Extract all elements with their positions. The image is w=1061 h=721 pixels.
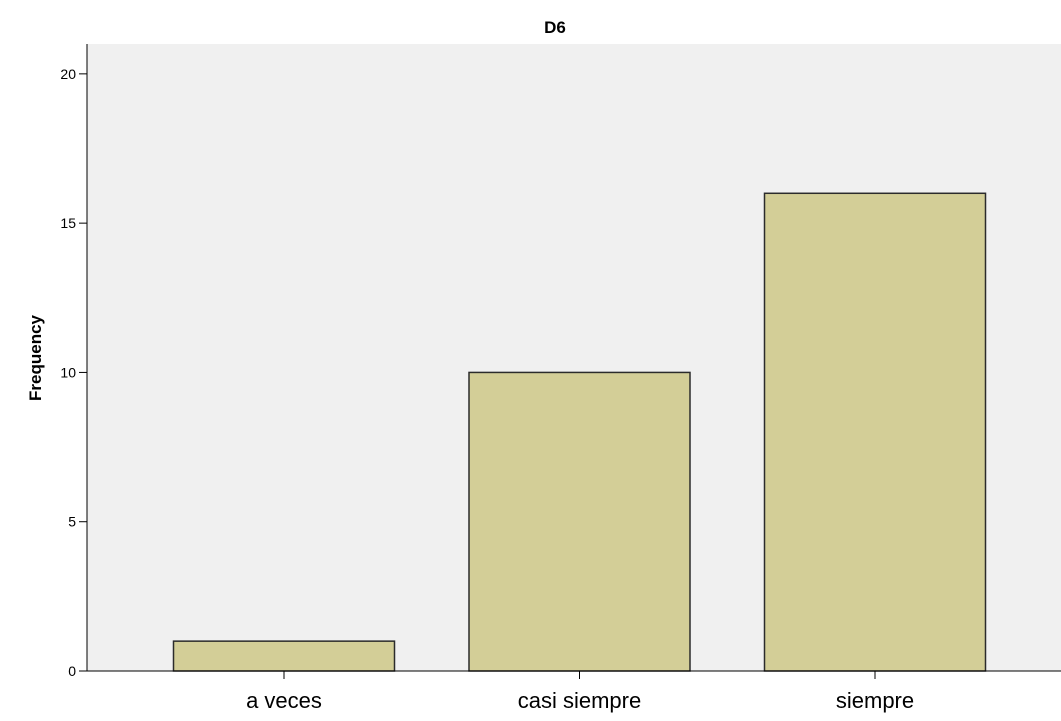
- axes-layer: a veces casi siempre siempre 0 5 10 15 20: [60, 44, 1061, 713]
- y-tick-label: 15: [60, 215, 76, 231]
- y-tick-label: 5: [68, 514, 76, 530]
- bar-siempre: [763, 192, 987, 672]
- x-tick-label: siempre: [836, 688, 914, 713]
- y-tick-label: 20: [60, 66, 76, 82]
- x-tick-label: casi siempre: [518, 688, 641, 713]
- y-axis-label: Frequency: [26, 314, 45, 401]
- y-tick-label: 10: [60, 364, 76, 380]
- bars-layer: [172, 192, 987, 672]
- bar-a-veces: [172, 640, 396, 672]
- x-tick-label: a veces: [246, 688, 322, 713]
- bar-casi-siempre: [468, 371, 691, 672]
- y-tick-label: 0: [68, 663, 76, 679]
- chart-title: D6: [544, 18, 566, 37]
